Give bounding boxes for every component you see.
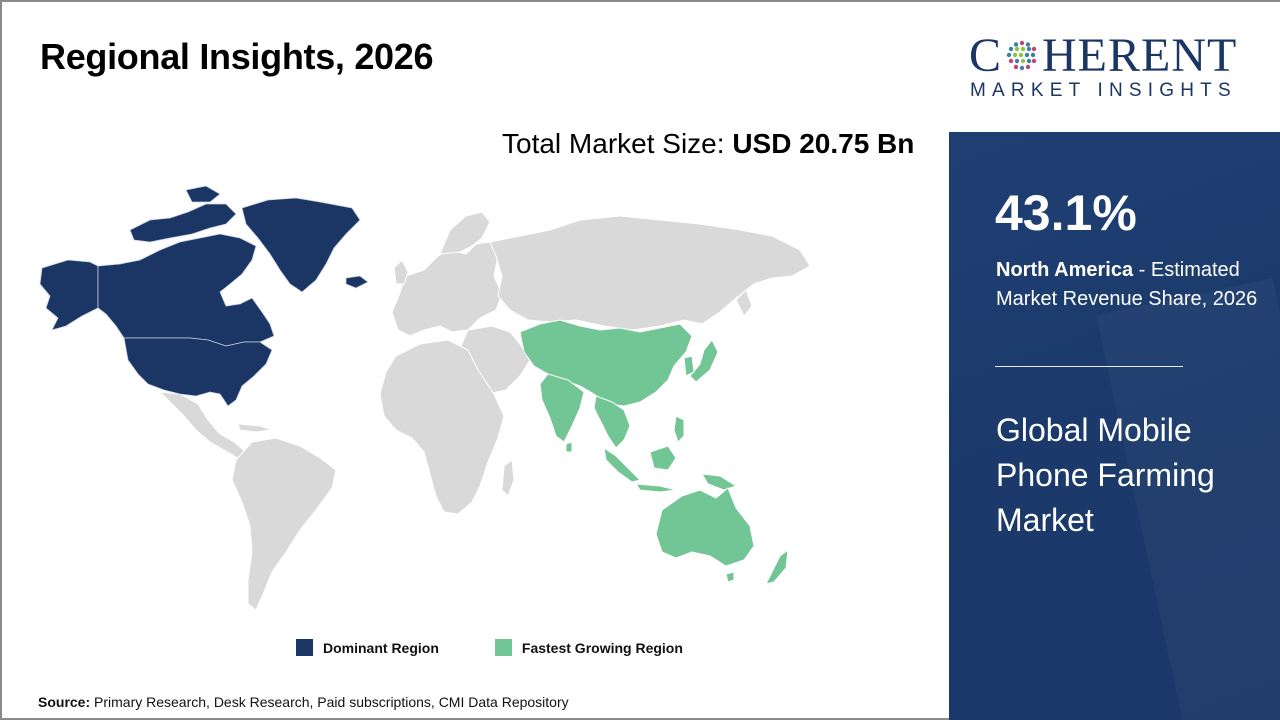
logo-letter-c: C [969,29,1003,82]
source-note: Source: Primary Research, Desk Research,… [38,694,569,710]
rest-of-world-region [158,211,811,611]
highlight-panel: 43.1% North America - Estimated Market R… [949,132,1280,720]
page-title: Regional Insights, 2026 [40,36,434,77]
legend-item-dominant: Dominant Region [296,639,439,656]
market-name: Global Mobile Phone Farming Market [996,412,1215,538]
legend-label-fastest: Fastest Growing Region [521,639,683,656]
total-market-size: Total Market Size: USD 20.75 Bn [502,124,922,164]
legend-label-dominant: Dominant Region [323,639,439,656]
legend-item-fastest: Fastest Growing Region [494,639,683,656]
panel-divider [995,366,1183,367]
revenue-share-caption: - Estimated Market Revenue Share, 2026 [996,259,1258,310]
logo-wordmark: C [969,32,1237,80]
logo-subtitle: MARKET INSIGHTS [970,80,1237,101]
fastest-swatch [494,639,512,656]
globe-dots-icon [1006,40,1037,71]
revenue-share-description: North America - Estimated Market Revenue… [996,256,1276,314]
market-size-value: USD 20.75 Bn [732,128,915,159]
map-legend: Dominant Region Fastest Growing Region [296,639,739,656]
source-text: Primary Research, Desk Research, Paid su… [90,694,569,710]
source-label: Source: [38,694,91,710]
logo-letters-rest: HERENT [1042,29,1238,82]
company-logo: C [949,0,1280,132]
dominant-region-name: North America [996,259,1134,281]
asia-pacific-region [519,319,789,585]
dominant-swatch [296,639,313,656]
revenue-share-percentage: 43.1% [995,185,1137,241]
world-map [39,185,811,611]
market-size-label: Total Market Size: [502,128,733,159]
north-america-region [39,185,369,407]
